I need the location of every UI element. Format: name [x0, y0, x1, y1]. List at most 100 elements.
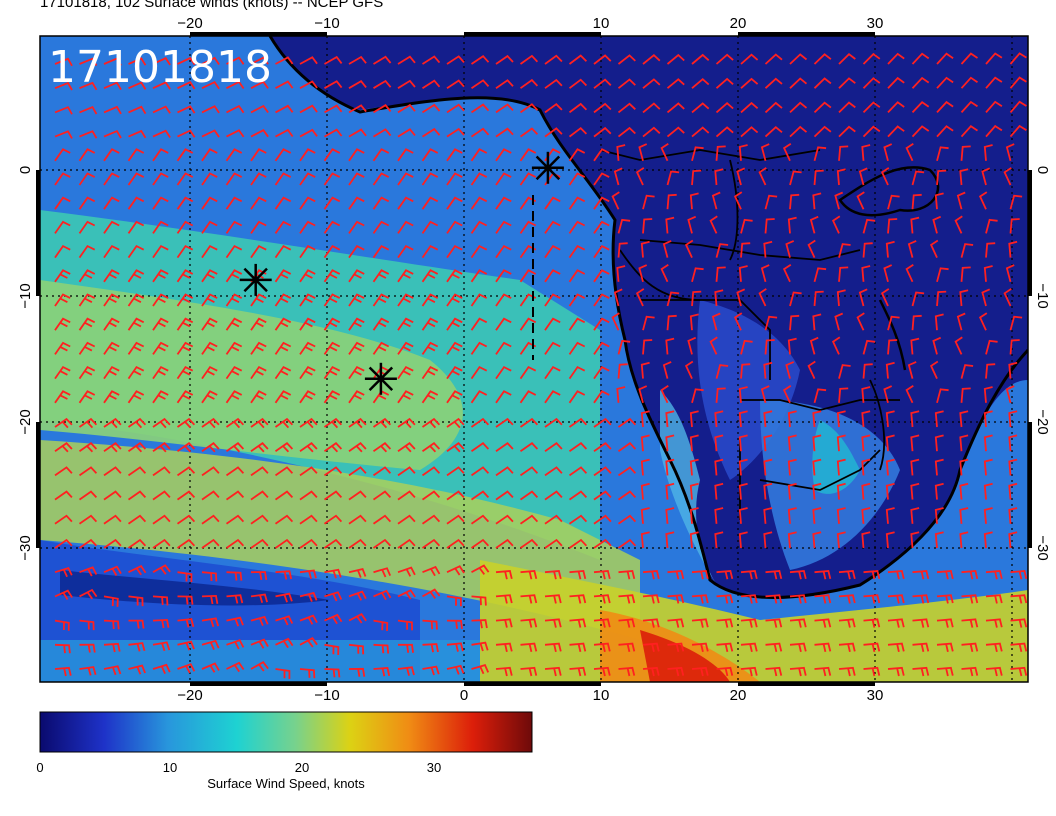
wind-barb	[544, 618, 562, 628]
wind-barb	[887, 339, 898, 355]
wind-barb	[961, 570, 979, 580]
wind-barb	[201, 220, 218, 234]
wind-barb	[985, 642, 1003, 653]
wind-barb	[201, 269, 218, 283]
wind-barb	[960, 100, 978, 114]
wind-barb	[568, 148, 586, 162]
wind-barb	[611, 312, 620, 331]
wind-barb	[495, 269, 512, 283]
wind-barb	[275, 80, 294, 89]
wind-barb	[78, 220, 96, 234]
wind-barb	[421, 269, 439, 283]
wind-barb	[250, 341, 267, 355]
wind-barb	[569, 618, 587, 628]
wind-barb	[397, 220, 414, 234]
wind-barb	[152, 538, 171, 549]
wind-barb	[611, 191, 620, 210]
wind-barb	[831, 336, 841, 355]
wind-barb	[836, 507, 846, 524]
wind-barb	[568, 365, 586, 380]
wind-barb	[446, 196, 463, 210]
wind-barb	[397, 196, 414, 210]
wind-barb	[863, 642, 881, 653]
wind-barb	[421, 196, 439, 210]
wind-barb	[642, 339, 653, 355]
wind-barb	[127, 341, 145, 355]
wind-barb	[662, 240, 672, 258]
wind-barb	[716, 642, 734, 653]
wind-barb	[738, 482, 748, 500]
wind-barb	[642, 570, 660, 580]
wind-barb	[568, 466, 588, 477]
sea-marker-2	[239, 263, 272, 296]
wind-barb	[635, 288, 645, 307]
wind-barb	[152, 514, 171, 525]
wind-barb	[372, 466, 392, 477]
wind-barb	[397, 341, 414, 355]
wind-barb	[689, 313, 699, 331]
position-markers	[239, 151, 564, 395]
wind-barb	[983, 507, 993, 524]
wind-barb	[103, 148, 120, 162]
wind-barb	[689, 531, 699, 549]
wind-barb	[495, 244, 512, 259]
wind-barb	[152, 365, 169, 380]
wind-barb	[568, 127, 588, 138]
wind-barb	[911, 101, 930, 114]
wind-barb	[372, 269, 390, 283]
wind-barb	[470, 196, 488, 210]
wind-barb	[714, 289, 724, 307]
wind-speed-field	[40, 36, 1028, 682]
wind-barb	[348, 590, 367, 601]
wind-barb	[176, 293, 194, 307]
wind-barb	[789, 77, 808, 89]
wind-barb	[983, 434, 993, 452]
wind-barb	[1009, 76, 1027, 89]
wind-barb	[836, 410, 846, 428]
wind-barb	[936, 570, 954, 580]
wind-barb	[299, 341, 316, 355]
wind-barb	[127, 293, 145, 307]
wind-barb	[225, 417, 245, 429]
wind-barb	[250, 148, 267, 162]
wind-barb	[201, 172, 218, 186]
wind-barb	[861, 410, 871, 428]
wind-barb	[715, 126, 734, 138]
wind-barb	[152, 105, 171, 114]
wind-barb	[323, 442, 343, 453]
wind-barb	[274, 196, 292, 210]
wind-barb	[519, 269, 537, 283]
wind-barb	[274, 514, 294, 525]
wind-barb	[176, 538, 196, 549]
wind-barb	[226, 594, 244, 604]
wind-barb	[152, 196, 169, 210]
wind-barb	[789, 314, 800, 331]
wind-barb	[373, 128, 392, 138]
wind-barb	[103, 595, 119, 607]
wind-barb	[495, 642, 513, 653]
wind-barb	[934, 531, 944, 549]
wind-barb	[985, 618, 1003, 628]
wind-barb	[299, 466, 318, 477]
wind-barb	[348, 390, 365, 404]
wind-barb	[372, 341, 390, 355]
wind-barb	[397, 244, 414, 259]
wind-barb	[593, 102, 612, 114]
wind-barb	[274, 341, 292, 355]
wind-barb	[495, 79, 514, 89]
wind-barb	[54, 293, 71, 307]
wind-barb	[764, 126, 783, 138]
wind-barb	[544, 220, 561, 234]
wind-barb	[201, 244, 218, 259]
wind-barb	[861, 386, 871, 403]
wind-barb	[638, 143, 648, 162]
wind-barb	[960, 364, 974, 379]
wind-barb	[936, 290, 947, 307]
wind-barb	[1008, 361, 1018, 379]
wind-barb	[544, 365, 561, 380]
wind-barb	[201, 594, 219, 605]
wind-barb	[470, 269, 488, 283]
wind-barb	[275, 668, 291, 679]
wind-barb	[716, 666, 734, 677]
lon-label: −20	[177, 15, 202, 32]
